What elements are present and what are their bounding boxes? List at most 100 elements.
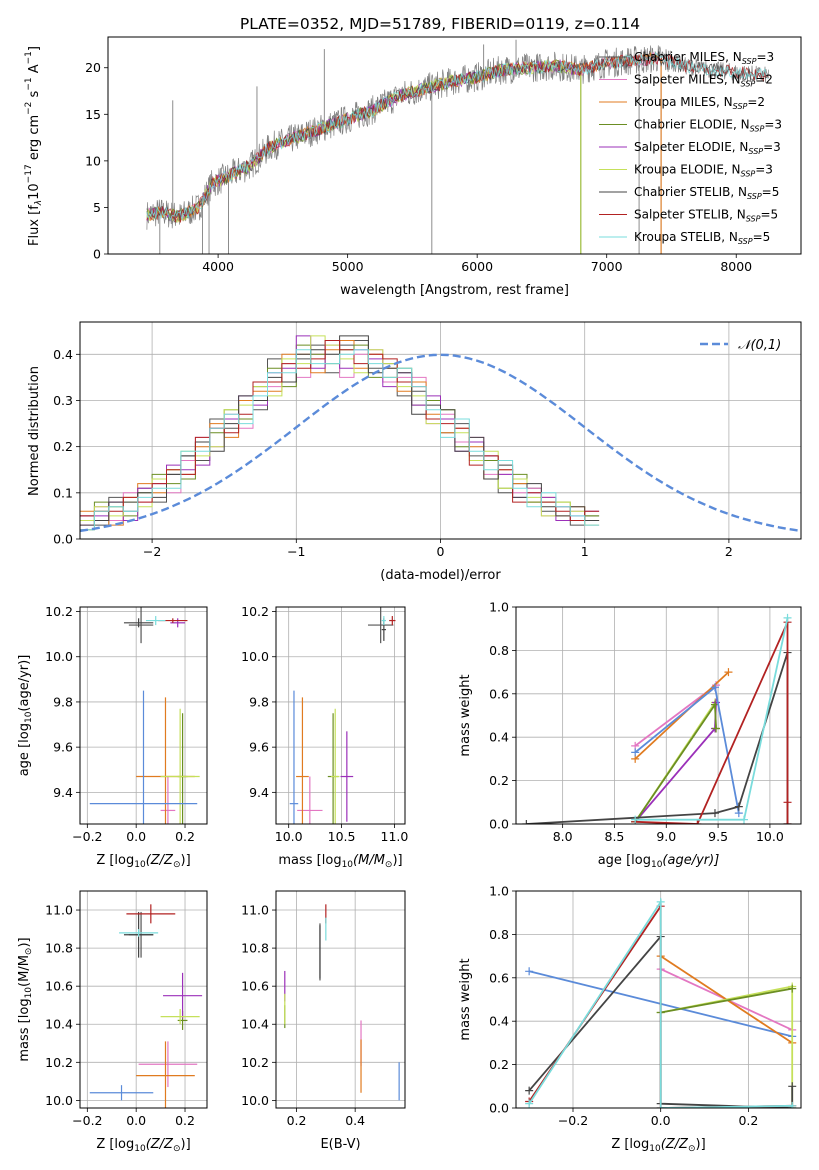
weight-marker bbox=[712, 724, 721, 733]
legend-label: Salpeter ELODIE, N bbox=[634, 140, 748, 154]
x-tick-label: 0.0 bbox=[126, 829, 146, 844]
y-tick-label: 10.6 bbox=[241, 979, 269, 994]
legend-subscript: SSP bbox=[747, 192, 762, 201]
legend-subscript: SSP bbox=[741, 170, 756, 179]
mass-vs-ebv-axes: 0.2 0.4 10.0 10.2 10.4 10.6 10.8 11.0 E(B-V) bbox=[241, 890, 406, 1152]
x-axis-label-segment: 10 bbox=[134, 1144, 146, 1154]
y-axis-label-segment: Flux [f bbox=[27, 205, 42, 246]
x-tick-label: 10.5 bbox=[328, 829, 356, 844]
x-tick-label: 0.2 bbox=[175, 1113, 195, 1128]
x-tick-label: 1 bbox=[581, 544, 589, 559]
y-tick-label: 10.4 bbox=[241, 1017, 269, 1032]
y-tick-label: 0.0 bbox=[489, 1101, 509, 1116]
y-axis-label-segment: 10 bbox=[27, 183, 42, 200]
plot-area bbox=[146, 39, 769, 254]
y-axis-label: age [log10(age/yr)] bbox=[17, 655, 34, 777]
y-axis-label-segment: mass [log bbox=[17, 998, 32, 1061]
y-tick-label: 0.1 bbox=[53, 485, 73, 500]
age-vs-z-axes: −0.2 0.0 0.29.49.69.810.010.2Z [log10(Z/Z⊙… bbox=[17, 604, 208, 870]
x-axis-label-segment: (M/M bbox=[353, 853, 385, 868]
x-tick-label: 0.4 bbox=[345, 1113, 365, 1128]
errorbar-salpeter-stelib bbox=[389, 616, 396, 626]
errorbar-kroupa-elodie bbox=[160, 1009, 200, 1025]
y-tick-label: 1.0 bbox=[489, 884, 509, 899]
y-axis-label: Normed distribution bbox=[27, 366, 42, 496]
plot-area bbox=[522, 613, 792, 824]
x-axis-label: wavelength [Angstrom, rest frame] bbox=[340, 283, 569, 298]
weight-marker bbox=[710, 809, 719, 818]
legend-subscript: SSP bbox=[746, 215, 761, 224]
x-tick-label: −0.2 bbox=[72, 1113, 102, 1128]
y-tick-label: 0.8 bbox=[489, 643, 509, 658]
x-tick-label: 8.0 bbox=[553, 829, 573, 844]
legend-label: Salpeter STELIB, N bbox=[634, 208, 746, 222]
y-tick-label: 10 bbox=[85, 153, 101, 168]
y-tick-label: 10.2 bbox=[45, 604, 73, 619]
y-axis-label-segment: λ bbox=[34, 200, 44, 206]
errorbar-kroupa-stelib bbox=[145, 616, 166, 626]
y-axis-label-segment: 10 bbox=[24, 987, 34, 999]
legend-entry: Kroupa MILES, NSSP=2 bbox=[634, 95, 765, 111]
model-spectrum-salpeter-elodie bbox=[146, 58, 582, 222]
axes-frame bbox=[79, 890, 208, 1109]
weight-series-kroupa-elodie bbox=[656, 982, 797, 1108]
y-tick-label: 10.6 bbox=[45, 979, 73, 994]
x-tick-label: 0.2 bbox=[175, 829, 195, 844]
weight-marker bbox=[525, 967, 534, 976]
legend-subscript: SSP bbox=[741, 80, 756, 89]
errorbar-chabrier-miles bbox=[128, 607, 154, 644]
y-axis-label-segment: s bbox=[27, 90, 42, 101]
legend-label: Chabrier ELODIE, N bbox=[634, 118, 750, 132]
y-tick-label: 9.8 bbox=[53, 694, 73, 709]
x-tick-label: 9.5 bbox=[708, 829, 728, 844]
errorbar-normal bbox=[89, 1085, 154, 1101]
y-tick-label: 0.4 bbox=[53, 347, 73, 362]
weight-marker bbox=[631, 815, 640, 824]
y-axis-label-segment: (age/yr)] bbox=[17, 655, 32, 712]
x-axis-label: (data-model)/error bbox=[380, 568, 501, 583]
errorbar-chabrier-stelib bbox=[123, 618, 154, 628]
legend-value: =3 bbox=[764, 118, 782, 132]
x-tick-label: 9.0 bbox=[656, 829, 676, 844]
weight-marker bbox=[740, 815, 748, 824]
y-axis-label: mass [log10(M/M⊙)] bbox=[17, 937, 34, 1061]
y-tick-label: 11.0 bbox=[45, 903, 73, 918]
x-tick-label: −1 bbox=[287, 544, 305, 559]
x-tick-label: 5000 bbox=[332, 259, 364, 274]
x-axis-label-segment: )] bbox=[181, 1137, 191, 1152]
y-tick-label: 10.2 bbox=[45, 1055, 73, 1070]
x-tick-label: 4000 bbox=[202, 259, 234, 274]
model-spectrum-kroupa-elodie bbox=[146, 59, 582, 223]
weight-marker bbox=[788, 984, 797, 993]
y-tick-label: 0.0 bbox=[489, 817, 509, 832]
y-tick-label: 0.6 bbox=[489, 970, 509, 985]
weight-marker bbox=[788, 1104, 797, 1108]
plot-area bbox=[80, 335, 801, 533]
y-axis-label-segment: )] bbox=[17, 937, 32, 947]
weight-series-salpeter-stelib bbox=[631, 618, 792, 824]
x-tick-label: 0.2 bbox=[738, 1113, 758, 1128]
plot-area bbox=[89, 904, 203, 1108]
errorbar-salpeter-stelib bbox=[126, 904, 176, 924]
age-vs-mass-axes: 10.0 10.5 11.0 9.4 9.6 9.8 10.0 10.2 mass [log10… bbox=[241, 604, 408, 870]
y-axis-label-segment: 10 bbox=[24, 711, 34, 723]
y-tick-label: 10.0 bbox=[241, 649, 269, 664]
axes-frame bbox=[275, 606, 406, 825]
weight-marker bbox=[522, 820, 531, 824]
errorbar-kroupa-miles bbox=[136, 1041, 195, 1108]
y-tick-label: 10.8 bbox=[45, 941, 73, 956]
legend-value: =5 bbox=[753, 230, 771, 244]
legend-value: =3 bbox=[756, 50, 774, 64]
legend-label: Kroupa STELIB, N bbox=[634, 230, 738, 244]
weight-line bbox=[660, 985, 794, 1108]
weight-marker bbox=[710, 683, 719, 692]
errorbar-kroupa-elodie bbox=[330, 708, 340, 824]
legend-label: Kroupa MILES, N bbox=[634, 95, 733, 109]
errorbar-kroupa-elodie bbox=[160, 708, 200, 824]
y-tick-label: 10.8 bbox=[241, 941, 269, 956]
weight-marker bbox=[656, 1104, 665, 1108]
y-tick-label: 15 bbox=[85, 107, 101, 122]
histogram-salpeter-miles bbox=[80, 344, 600, 526]
